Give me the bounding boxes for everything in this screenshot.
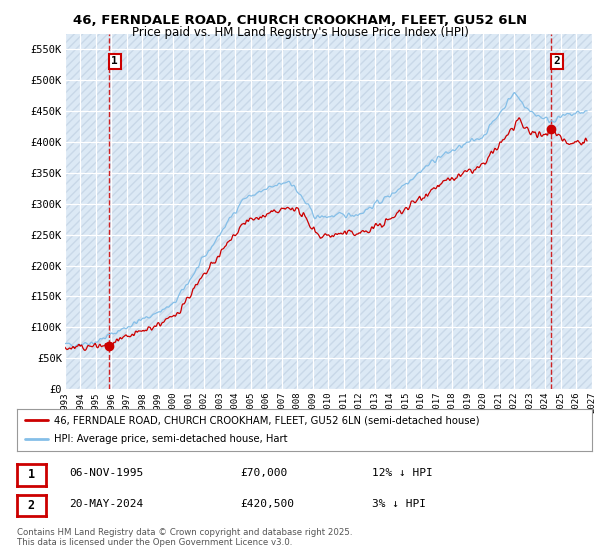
Text: 12% ↓ HPI: 12% ↓ HPI (372, 468, 433, 478)
Text: 1: 1 (111, 57, 118, 67)
Text: 46, FERNDALE ROAD, CHURCH CROOKHAM, FLEET, GU52 6LN: 46, FERNDALE ROAD, CHURCH CROOKHAM, FLEE… (73, 14, 527, 27)
Text: HPI: Average price, semi-detached house, Hart: HPI: Average price, semi-detached house,… (54, 435, 287, 445)
Text: £70,000: £70,000 (240, 468, 287, 478)
Text: 46, FERNDALE ROAD, CHURCH CROOKHAM, FLEET, GU52 6LN (semi-detached house): 46, FERNDALE ROAD, CHURCH CROOKHAM, FLEE… (54, 415, 479, 425)
Text: £420,500: £420,500 (240, 499, 294, 509)
Text: 2: 2 (28, 499, 35, 512)
Text: Contains HM Land Registry data © Crown copyright and database right 2025.
This d: Contains HM Land Registry data © Crown c… (17, 528, 352, 547)
Text: Price paid vs. HM Land Registry's House Price Index (HPI): Price paid vs. HM Land Registry's House … (131, 26, 469, 39)
Text: 1: 1 (28, 468, 35, 482)
Text: 3% ↓ HPI: 3% ↓ HPI (372, 499, 426, 509)
Text: 2: 2 (553, 57, 560, 67)
Text: 06-NOV-1995: 06-NOV-1995 (69, 468, 143, 478)
Text: 20-MAY-2024: 20-MAY-2024 (69, 499, 143, 509)
